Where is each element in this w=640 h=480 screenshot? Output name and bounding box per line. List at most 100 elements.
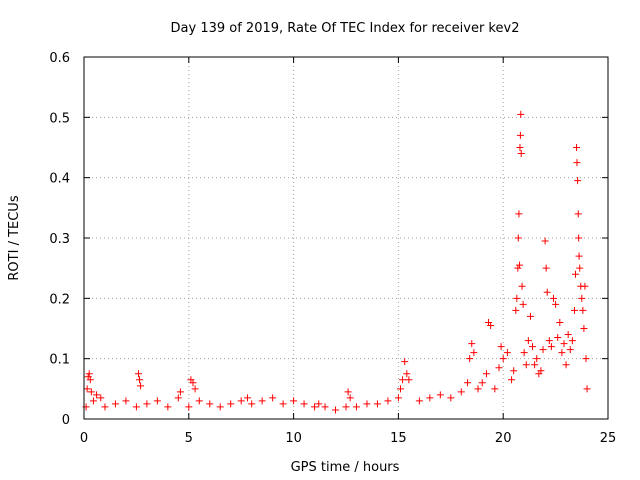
data-point — [403, 370, 411, 378]
data-point — [191, 385, 199, 393]
data-point — [315, 400, 323, 408]
data-point — [373, 400, 381, 408]
data-points — [82, 110, 591, 414]
data-point — [478, 379, 486, 387]
data-point — [516, 144, 524, 151]
data-point — [243, 394, 251, 402]
data-point — [436, 391, 444, 399]
data-point — [516, 131, 524, 139]
data-point — [554, 334, 562, 342]
data-point — [311, 403, 319, 411]
data-point — [520, 349, 528, 357]
x-tick-label: 5 — [185, 431, 193, 446]
data-point — [189, 379, 197, 387]
data-point — [399, 376, 407, 384]
data-point — [396, 385, 404, 393]
data-point — [83, 385, 91, 393]
data-point — [576, 264, 584, 272]
data-point — [556, 318, 564, 326]
data-point — [279, 400, 287, 408]
data-point — [517, 150, 525, 158]
y-tick-label: 0.6 — [49, 51, 70, 66]
data-point — [237, 397, 245, 405]
data-point — [457, 388, 465, 396]
data-point — [575, 234, 583, 242]
data-point — [514, 234, 522, 242]
data-point — [332, 406, 340, 414]
data-point — [122, 397, 130, 405]
data-point — [426, 394, 434, 402]
y-tick-label: 0 — [62, 413, 70, 428]
data-point — [185, 403, 193, 411]
data-point — [464, 379, 472, 387]
data-point — [321, 403, 329, 411]
data-point — [405, 376, 413, 384]
y-tick-label: 0.2 — [49, 292, 70, 307]
data-point — [510, 367, 518, 375]
data-point — [300, 400, 308, 408]
data-point — [572, 270, 580, 278]
data-point — [495, 364, 503, 372]
x-tick-label: 10 — [285, 431, 302, 446]
data-point — [342, 403, 350, 411]
data-point — [352, 403, 360, 411]
data-point — [415, 397, 423, 405]
data-point — [227, 400, 235, 408]
data-point — [566, 346, 574, 354]
data-point — [522, 361, 530, 369]
data-point — [499, 355, 507, 363]
data-point — [195, 397, 203, 405]
data-point — [136, 376, 144, 384]
data-point — [176, 388, 184, 396]
data-point — [541, 237, 549, 245]
data-point — [533, 355, 541, 363]
data-point — [111, 400, 119, 408]
data-point — [86, 376, 94, 384]
data-point — [216, 403, 224, 411]
data-point — [258, 397, 266, 405]
data-point — [384, 397, 392, 405]
data-point — [482, 370, 490, 378]
data-point — [550, 294, 558, 302]
data-point — [531, 361, 539, 369]
data-point — [537, 367, 545, 375]
data-point — [474, 385, 482, 393]
data-point — [508, 376, 516, 384]
data-point — [97, 394, 105, 402]
data-point — [547, 343, 555, 351]
data-point — [542, 264, 550, 272]
data-point — [518, 282, 526, 290]
data-point — [363, 400, 371, 408]
data-point — [143, 400, 151, 408]
y-tick-label: 0.5 — [49, 111, 70, 126]
y-tick-label: 0.3 — [49, 232, 70, 247]
data-point — [515, 210, 523, 218]
data-point — [513, 294, 521, 302]
data-point — [468, 340, 476, 348]
data-point — [470, 349, 478, 357]
data-point — [580, 325, 588, 332]
y-tick-label: 0.4 — [49, 172, 70, 187]
data-point — [290, 397, 298, 405]
data-point — [574, 177, 582, 185]
data-point — [134, 370, 142, 378]
data-point — [87, 388, 95, 396]
x-tick-label: 0 — [80, 431, 88, 446]
data-point — [101, 403, 109, 411]
data-point — [85, 370, 93, 378]
data-point — [560, 340, 568, 348]
data-point — [466, 355, 474, 363]
data-point — [174, 394, 182, 402]
data-point — [545, 337, 553, 345]
data-point — [568, 337, 576, 345]
data-point — [529, 343, 537, 351]
data-point — [269, 394, 277, 402]
data-point — [401, 358, 409, 366]
y-tick-label: 0.1 — [49, 353, 70, 368]
data-point — [573, 159, 581, 167]
data-point — [517, 110, 525, 118]
data-point — [206, 400, 214, 408]
data-point — [570, 306, 578, 314]
data-point — [574, 210, 582, 218]
